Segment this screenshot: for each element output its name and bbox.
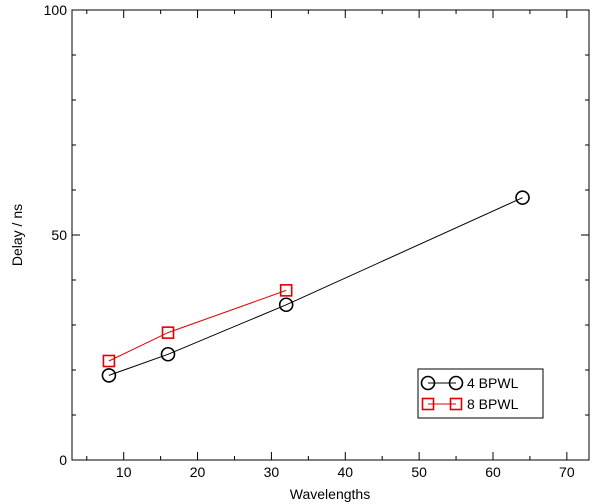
data-point <box>278 297 294 313</box>
x-tick-label: 60 <box>485 464 501 480</box>
x-tick-label: 40 <box>337 464 353 480</box>
legend-box <box>417 368 544 419</box>
legend-label: 8 BPWL <box>467 396 519 412</box>
legend-entry: 4 BPWL <box>420 375 519 391</box>
series-line <box>108 289 287 362</box>
y-tick-label: 100 <box>44 2 68 18</box>
legend: 4 BPWL 8 BPWL <box>417 368 544 419</box>
data-point <box>102 354 116 368</box>
legend-marker <box>421 397 435 411</box>
series-4-bpwl <box>101 190 530 383</box>
y-tick-label: 0 <box>59 452 67 468</box>
data-point <box>515 190 530 205</box>
tick-labels: 10 20 30 40 50 60 70 0 50 100 <box>44 2 575 480</box>
data-point <box>101 368 117 383</box>
x-tick-label: 50 <box>411 464 427 480</box>
legend-marker <box>420 375 436 391</box>
series-8-bpwl <box>102 284 293 368</box>
data-point <box>160 346 176 362</box>
legend-entry: 8 BPWL <box>421 396 519 412</box>
y-axis-label: Delay / ns <box>9 204 25 266</box>
axis-ticks <box>72 9 589 461</box>
legend-label: 4 BPWL <box>467 375 519 391</box>
legend-marker <box>448 375 464 391</box>
x-tick-label: 70 <box>559 464 575 480</box>
legend-marker <box>449 397 463 411</box>
series-line <box>108 197 523 376</box>
x-axis-label: Wavelengths <box>290 486 370 502</box>
data-point <box>161 326 175 339</box>
x-tick-label: 30 <box>264 464 280 480</box>
series-layer <box>101 190 530 383</box>
y-tick-label: 50 <box>51 227 67 243</box>
data-point <box>279 284 293 297</box>
x-tick-label: 20 <box>190 464 206 480</box>
x-tick-label: 10 <box>116 464 132 480</box>
